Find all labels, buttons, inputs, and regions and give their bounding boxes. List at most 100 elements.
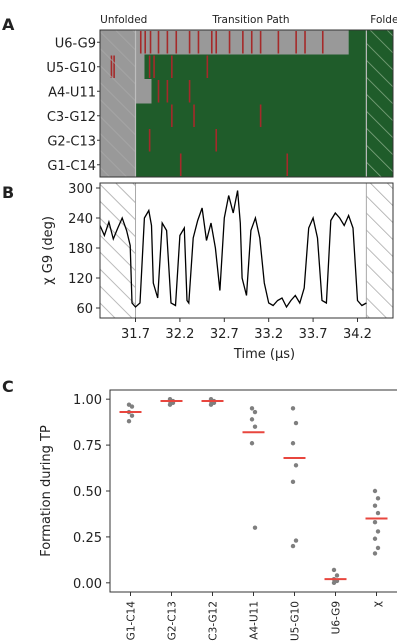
- point-2-4: [208, 402, 214, 407]
- point-4-2: [290, 441, 296, 446]
- point-3-2: [249, 417, 255, 422]
- scatter-points: [126, 396, 381, 586]
- row-label-u5-g10: U5-G10: [46, 61, 96, 76]
- trace-x-tick-label-4: 33.7: [299, 327, 328, 342]
- panel-letter-a: A: [2, 15, 15, 34]
- flicker-mark-u6-g9-6: [188, 31, 191, 54]
- row-label-g1-c14: G1-C14: [47, 159, 96, 174]
- scatter-x-tick-label-u5-g10: U5-G10: [290, 601, 302, 641]
- point-0-4: [126, 419, 132, 424]
- point-6-8: [372, 551, 378, 556]
- region-label-transition-path: Transition Path: [211, 14, 289, 26]
- formed-cell-c3-g12: [135, 103, 394, 128]
- flicker-mark-u6-g9-5: [175, 31, 178, 54]
- scatter-x-tick-label-a4-u11: A4-U11: [249, 601, 261, 640]
- point-5-0: [331, 567, 337, 573]
- scatter-y-axis-label: Formation during TP: [39, 425, 54, 557]
- flicker-mark-u6-g9-3: [157, 31, 160, 54]
- flicker-mark-u6-g9-2: [149, 31, 152, 54]
- row-label-u6-g9: U6-G9: [55, 36, 96, 51]
- point-5-1: [334, 573, 340, 578]
- flicker-mark-u6-g9-8: [210, 31, 213, 54]
- heatmap-region-labels: Unfolded Transition Path Folded: [100, 14, 397, 26]
- flicker-mark-u6-g9-10: [228, 31, 231, 54]
- trace-x-axis-label: Time (µs): [233, 347, 295, 362]
- scatter-median-lines: [119, 400, 388, 581]
- flicker-mark-u5-g10-4: [171, 55, 173, 78]
- region-label-unfolded: Unfolded: [100, 14, 147, 26]
- trace-hatch-1: [366, 183, 393, 318]
- flicker-mark-a4-u11-2: [188, 80, 191, 103]
- point-3-5: [252, 525, 258, 530]
- trace-y-tick-label-120: 120: [68, 272, 93, 287]
- formation-scatter-chart: 0.00 0.25 0.50 0.75 1.00 G1-C14 G2-C13 C3-G12 A…: [39, 389, 397, 641]
- point-3-3: [252, 424, 258, 429]
- heatmap-frame: [99, 29, 394, 178]
- point-5-4: [331, 580, 337, 586]
- trace-hatched-regions: [100, 183, 393, 318]
- flicker-mark-u5-g10-2: [148, 55, 151, 78]
- formed-cell-g1-c14: [135, 152, 394, 177]
- flicker-mark-u5-g10-5: [206, 55, 209, 78]
- point-6-3: [375, 510, 381, 516]
- scatter-y-tick-label-2: 0.50: [73, 485, 102, 500]
- heatmap-cells: [100, 30, 394, 177]
- chi-trace-line: [99, 190, 367, 309]
- formed-cell-u5-g10: [144, 54, 393, 79]
- trace-hatch-0: [100, 183, 136, 318]
- flicker-mark-u6-g9-0: [139, 31, 142, 54]
- unfolded-hatch: [100, 30, 136, 177]
- point-4-6: [290, 543, 296, 549]
- contact-heatmap: U6-G9 U5-G10 A4-U11 C3-G12 G2-C13 G1-C14 Unfo…: [46, 14, 397, 178]
- trace-y-tick-label-300: 300: [68, 182, 93, 197]
- flicker-mark-c3-g12-1: [193, 104, 195, 127]
- trace-y-tick-label-240: 240: [68, 212, 93, 227]
- trace-x-tick-label-0: 31.7: [121, 327, 150, 342]
- point-4-3: [293, 463, 299, 468]
- unformed-cell-u6-g9: [100, 30, 349, 55]
- trace-y-tick-label-180: 180: [68, 242, 93, 257]
- scatter-x-tick-label-: χ: [372, 601, 384, 607]
- flicker-mark-u5-g10-3: [153, 55, 155, 78]
- point-3-1: [252, 409, 258, 415]
- scatter-y-tick-label-0: 0.00: [73, 577, 102, 592]
- point-3-0: [249, 406, 255, 411]
- flicker-mark-c3-g12-2: [259, 104, 262, 127]
- row-label-c3-g12: C3-G12: [47, 110, 96, 125]
- scatter-x-tick-label-g2-c13: G2-C13: [167, 601, 179, 640]
- trace-x-tick-label-1: 32.2: [165, 327, 194, 342]
- trace-y-axis-label: χ G9 (deg): [41, 216, 56, 285]
- formed-cell-g2-c13: [135, 128, 394, 153]
- panel-letter-c: C: [2, 377, 14, 396]
- scatter-y-tick-label-3: 0.75: [73, 439, 102, 454]
- panel-letter-b: B: [2, 183, 14, 202]
- flicker-mark-a4-u11-0: [157, 80, 160, 103]
- flicker-mark-u6-g9-14: [277, 31, 280, 54]
- point-6-0: [372, 488, 378, 494]
- trace-y-tick-label-60: 60: [76, 302, 93, 317]
- scatter-y-tick-label-4: 1.00: [73, 393, 102, 408]
- flicker-mark-u6-g9-16: [304, 31, 306, 54]
- point-0-1: [129, 404, 135, 409]
- flicker-mark-u6-g9-1: [144, 31, 146, 54]
- scatter-x-tick-label-c3-g12: C3-G12: [208, 601, 220, 641]
- flicker-mark-u6-g9-17: [321, 31, 324, 54]
- scatter-x-ticks: G1-C14 G2-C13 C3-G12 A4-U11 U5-G10 U6-G9 χ: [126, 592, 384, 641]
- point-1-4: [167, 402, 173, 407]
- trace-y-ticks: 60 120 180 240 300: [68, 182, 100, 317]
- flicker-mark-g2-c13-1: [215, 129, 218, 152]
- point-4-0: [290, 406, 296, 411]
- flicker-mark-u6-g9-4: [166, 31, 169, 54]
- point-6-7: [375, 545, 381, 551]
- row-label-a4-u11: A4-U11: [48, 85, 96, 100]
- flicker-mark-c3-g12-0: [171, 104, 173, 127]
- trace-x-tick-label-3: 33.2: [254, 327, 283, 342]
- scatter-y-tick-label-1: 0.25: [73, 531, 102, 546]
- flicker-mark-g2-c13-0: [148, 129, 151, 152]
- flicker-mark-u6-g9-12: [250, 31, 253, 54]
- flicker-mark-u6-g9-15: [295, 31, 297, 54]
- flicker-mark-g1-c14-0: [179, 153, 182, 176]
- scatter-y-ticks: 0.00 0.25 0.50 0.75 1.00: [73, 393, 110, 592]
